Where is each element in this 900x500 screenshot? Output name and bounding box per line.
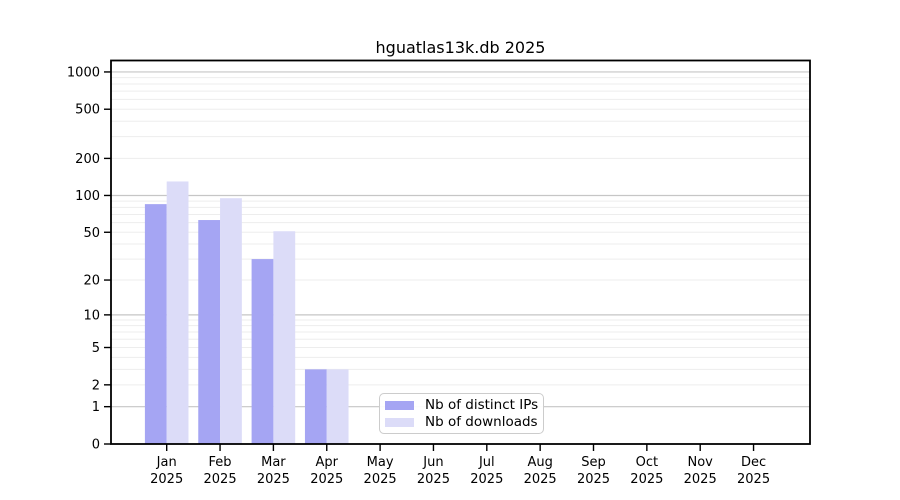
x-tick-label-month: Oct [636,455,658,470]
bar [166,181,189,444]
chart-title: hguatlas13k.db 2025 [375,38,546,57]
x-tick-label-year: 2025 [524,472,557,487]
legend-label-distinct-ips: Nb of distinct IPs [425,397,539,413]
y-tick-label: 1000 [67,65,100,80]
x-tick-label-month: Nov [688,455,714,470]
x-tick-label-month: Jun [422,455,443,470]
x-tick-label-year: 2025 [577,472,610,487]
x-tick-label-month: May [367,455,394,470]
bar [326,369,349,444]
bar [251,259,274,444]
y-tick-label: 2 [92,378,100,393]
x-tick-label-year: 2025 [630,472,663,487]
bar [273,231,296,444]
y-axis: 0 1 2 5 10 20 50 100 200 500 1000 [67,65,111,453]
x-tick-label-month: Feb [209,455,232,470]
y-tick-label: 100 [75,189,100,204]
bar [198,220,221,444]
legend-swatch-distinct-ips [385,400,414,410]
x-tick-label-year: 2025 [150,472,183,487]
legend: Nb of distinct IPs Nb of downloads [379,393,544,434]
x-tick-label-year: 2025 [310,472,343,487]
bars-distinct-ips [144,204,327,444]
x-tick-label-year: 2025 [737,472,770,487]
x-tick-label-year: 2025 [364,472,397,487]
bar [304,369,327,444]
x-tick-label-month: Aug [527,455,552,470]
y-tick-label: 0 [92,438,100,453]
x-tick-label-year: 2025 [470,472,503,487]
legend-item-distinct-ips: Nb of distinct IPs [385,397,539,413]
legend-swatch-downloads [385,417,414,427]
x-tick-label-year: 2025 [204,472,237,487]
x-tick-label-month: Dec [741,455,766,470]
x-axis: Jan 2025 Feb 2025 Mar 2025 Apr 2025 May 2025 Jun 20… [150,444,770,487]
x-tick-label-month: Apr [316,455,339,470]
x-tick-label-month: Jul [478,455,495,470]
legend-item-downloads: Nb of downloads [385,414,538,430]
x-tick-label-year: 2025 [417,472,450,487]
x-tick-label-month: Jan [156,455,177,470]
x-tick-label-year: 2025 [257,472,290,487]
y-tick-label: 10 [83,308,100,323]
y-tick-label: 20 [83,274,100,289]
y-tick-label: 5 [92,341,100,356]
bars-downloads [166,181,349,444]
y-tick-label: 200 [75,152,100,167]
plot-border [110,59,811,445]
y-tick-label: 50 [83,226,100,241]
y-tick-label: 500 [75,103,100,118]
bar [144,204,167,444]
legend-label-downloads: Nb of downloads [425,414,538,430]
bar [220,198,242,444]
y-tick-label: 1 [92,400,100,415]
x-tick-label-month: Mar [261,455,286,470]
x-tick-label-year: 2025 [684,472,717,487]
x-tick-label-month: Sep [581,455,606,470]
